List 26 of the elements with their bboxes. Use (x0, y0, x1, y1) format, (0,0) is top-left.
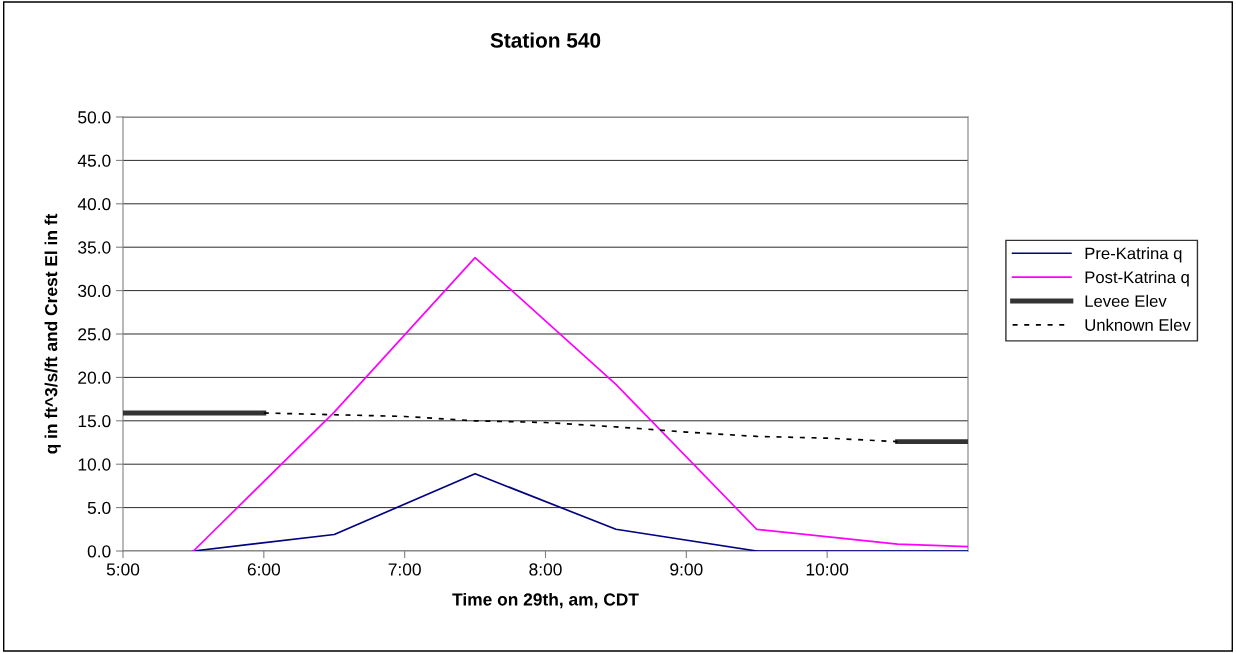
y-tick-label: 50.0 (78, 111, 111, 124)
x-tick-label: 6:00 (247, 563, 281, 576)
y-axis-title: q in ft^3/s/ft and Crest El in ft (44, 213, 61, 454)
y-tick-label: 45.0 (77, 154, 111, 167)
legend-label: Levee Elev (1085, 294, 1167, 308)
y-tick-label: 35.0 (78, 241, 111, 254)
line-series (192, 472, 968, 551)
y-tick-label: 40.0 (77, 197, 111, 211)
x-tick-label: 9:00 (670, 563, 703, 576)
x-tick-label: 5:00 (106, 563, 140, 576)
y-tick-label: 20.0 (78, 371, 111, 384)
y-tick-label: 25.0 (78, 328, 111, 341)
x-tick-label: 10:00 (806, 563, 849, 576)
legend-label: Unknown Elev (1085, 318, 1191, 331)
legend-label: Pre-Katrina q (1085, 247, 1182, 263)
x-tick-label: 7:00 (388, 563, 421, 576)
legend-label: Post-Katrina q (1085, 270, 1189, 287)
chart-title: Station 540 (490, 32, 601, 48)
x-tick-label: 8:00 (529, 563, 562, 576)
y-tick-label: 15.0 (78, 414, 111, 428)
x-axis-title: Time on 29th, am, CDT (452, 592, 639, 609)
y-tick-label: 10.0 (78, 458, 111, 471)
y-tick-label: 30.0 (78, 284, 111, 298)
line-series (192, 256, 968, 551)
y-tick-label: 5.0 (87, 501, 111, 515)
y-tick-label: 0.0 (87, 545, 111, 558)
